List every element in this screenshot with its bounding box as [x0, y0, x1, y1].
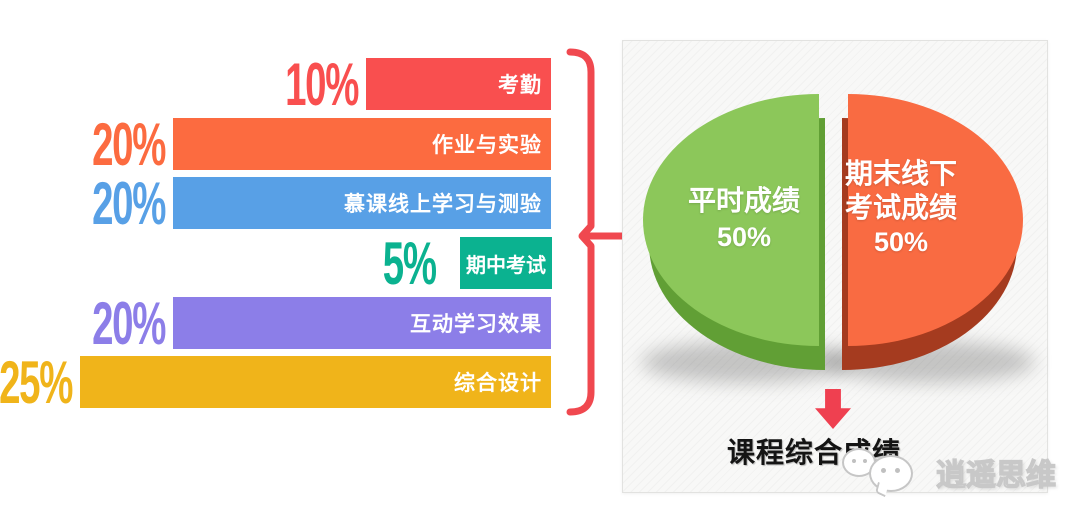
- pie-left-label: 平时成绩 50%: [658, 183, 830, 255]
- bar-interactive-learning: 互动学习效果: [173, 297, 551, 349]
- bar-percent-midterm: 5%: [0, 230, 437, 297]
- pie-left-label-value: 50%: [716, 222, 772, 252]
- bar-mooc-online-learning: 慕课线上学习与测验: [173, 177, 551, 229]
- bubble-eye: [852, 459, 856, 463]
- bubble-eye: [895, 468, 900, 473]
- bar-label: 互动学习效果: [410, 313, 542, 336]
- split-pie-chart: [643, 94, 1023, 370]
- pie-left-slice: [643, 94, 819, 346]
- bar-label: 考勤: [498, 74, 542, 97]
- percent-text: 20%: [91, 110, 166, 178]
- bar-comprehensive-design: 综合设计: [80, 356, 551, 408]
- bubble-eye: [863, 459, 867, 463]
- bar-percent-mooc: 20%: [0, 170, 166, 237]
- bubble-eye: [881, 468, 886, 473]
- percent-text: 5%: [383, 229, 437, 297]
- bar-label: 慕课线上学习与测验: [344, 193, 542, 216]
- bar-label: 期中考试: [466, 254, 546, 277]
- bar-percent-homework: 20%: [0, 111, 166, 178]
- percent-text: 10%: [284, 50, 359, 118]
- bar-percent-design: 25%: [0, 349, 73, 416]
- pie-left-label-title: 平时成绩: [687, 185, 800, 216]
- bar-attendance: 考勤: [366, 58, 551, 110]
- bar-percent-interactive: 20%: [0, 290, 166, 357]
- bar-percent-attendance: 10%: [0, 51, 359, 118]
- pie-right-label-value: 50%: [873, 227, 929, 257]
- pie-right-label-title-line2: 考试成绩: [844, 192, 957, 223]
- percent-text: 20%: [91, 169, 166, 237]
- chat-bubble-large-icon: [869, 455, 913, 498]
- watermark-text: 逍遥思维: [935, 458, 1056, 492]
- bar-midterm-exam: 期中考试: [460, 237, 552, 289]
- bar-label: 综合设计: [454, 372, 542, 395]
- brace-path: [566, 48, 595, 416]
- final-grade-panel: 平时成绩 50% 期末线下 考试成绩 50% 课程综合成绩 逍遥思维: [622, 40, 1057, 498]
- bubble-tail: [875, 481, 888, 498]
- pie-right-label: 期末线下 考试成绩 50%: [815, 157, 987, 259]
- pie-right-label-title-line1: 期末线下: [844, 158, 957, 189]
- percent-text: 20%: [91, 289, 166, 357]
- pie-right-slice: [848, 94, 1023, 346]
- bar-label: 作业与实验: [432, 134, 542, 157]
- bar-homework-experiments: 作业与实验: [173, 118, 551, 170]
- percent-text: 25%: [0, 348, 73, 416]
